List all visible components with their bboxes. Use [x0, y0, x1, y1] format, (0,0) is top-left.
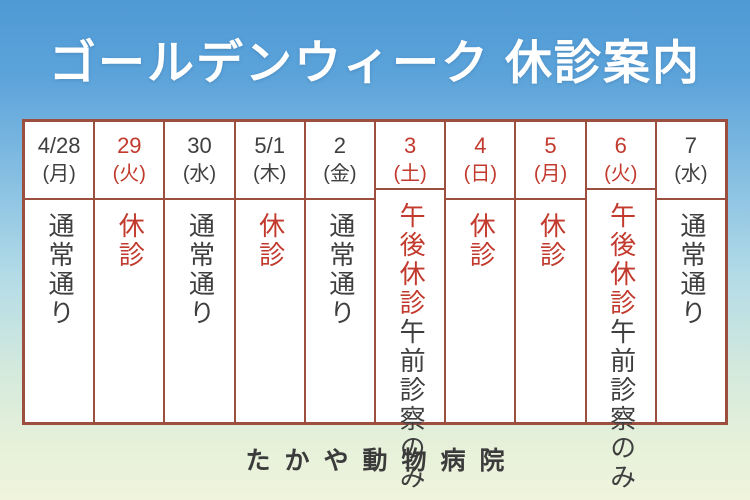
weekday-label: (水) — [674, 162, 708, 185]
status-text: 休診 — [255, 212, 286, 270]
date-label: 6 — [614, 133, 627, 158]
status-text: 通常通り — [45, 212, 76, 328]
status-cell: 休診 — [516, 200, 584, 422]
status-cell: 通常通り — [657, 200, 725, 422]
day-column-2: 2 (金) 通常通り — [303, 122, 375, 422]
date-label: 7 — [684, 133, 698, 158]
status-cell: 午後休診 午前診察のみ — [587, 190, 655, 492]
status-cell: 休診 — [446, 200, 514, 422]
date-label: 29 — [117, 133, 142, 158]
status-text: 午後休診 — [606, 201, 637, 318]
status-cell: 通常通り — [306, 200, 374, 422]
day-column-5-1: 5/1 (木) 休診 — [233, 122, 304, 422]
status-text: 通常通り — [676, 212, 707, 328]
weekday-label: (金) — [323, 162, 357, 185]
status-text: 午前診察のみ — [396, 317, 427, 492]
status-cell: 休診 — [95, 200, 163, 422]
status-text: 休診 — [466, 212, 497, 270]
status-cell: 通常通り — [25, 200, 93, 422]
page-title: ゴールデンウィーク 休診案内 — [48, 36, 702, 89]
weekday-label: (日) — [463, 162, 497, 185]
status-text: 通常通り — [325, 212, 356, 328]
date-header: 3 (土) — [376, 122, 445, 190]
date-label: 3 — [403, 133, 417, 158]
date-label: 5 — [544, 133, 557, 158]
day-column-29: 29 (火) 休診 — [93, 122, 164, 422]
schedule-table: 4/28 (月) 通常通り 29 (火) 休診 30 (水) 通常通り — [22, 119, 728, 492]
status-cell: 通常通り — [165, 200, 233, 422]
date-header: 5/1 (木) — [235, 122, 304, 200]
clinic-name: たかや動物病院 — [245, 447, 519, 475]
date-label: 30 — [187, 133, 212, 158]
weekday-label: (月) — [533, 162, 568, 185]
day-column-3: 3 (土) 午後休診 午前診察のみ — [374, 122, 445, 492]
date-header: 4 (日) — [446, 122, 515, 200]
status-text: 休診 — [536, 212, 567, 270]
date-header: 6 (火) — [586, 122, 655, 190]
date-header: 29 (火) — [95, 122, 164, 200]
status-cell: 休診 — [236, 200, 304, 422]
status-text: 午後休診 — [396, 201, 427, 318]
status-text: 通常通り — [185, 212, 216, 328]
date-header: 5 (月) — [516, 122, 585, 200]
status-text: 休診 — [115, 212, 146, 270]
weekday-label: (火) — [112, 162, 146, 185]
date-label: 4/28 — [37, 133, 81, 158]
weekday-label: (月) — [42, 162, 76, 185]
day-column-6: 6 (火) 午後休診 午前診察のみ — [584, 122, 655, 492]
status-text: 午前診察のみ — [606, 317, 637, 492]
status-cell: 午後休診 午前診察のみ — [376, 190, 444, 492]
day-column-7: 7 (水) 通常通り — [654, 122, 726, 422]
date-label: 5/1 — [254, 133, 285, 158]
day-column-4-28: 4/28 (月) 通常通り — [25, 122, 94, 422]
weekday-label: (水) — [182, 162, 217, 185]
weekday-label: (火) — [604, 162, 638, 185]
weekday-label: (土) — [393, 162, 427, 185]
day-column-30: 30 (水) 通常通り — [163, 122, 234, 422]
date-header: 30 (水) — [165, 122, 234, 200]
date-header: 4/28 (月) — [25, 122, 94, 200]
date-label: 2 — [333, 133, 347, 158]
day-column-5: 5 (月) 休診 — [514, 122, 585, 422]
date-header: 7 (水) — [656, 122, 726, 200]
date-label: 4 — [474, 133, 487, 158]
date-header: 2 (金) — [305, 122, 375, 200]
weekday-label: (木) — [253, 162, 287, 185]
day-column-4: 4 (日) 休診 — [444, 122, 515, 422]
